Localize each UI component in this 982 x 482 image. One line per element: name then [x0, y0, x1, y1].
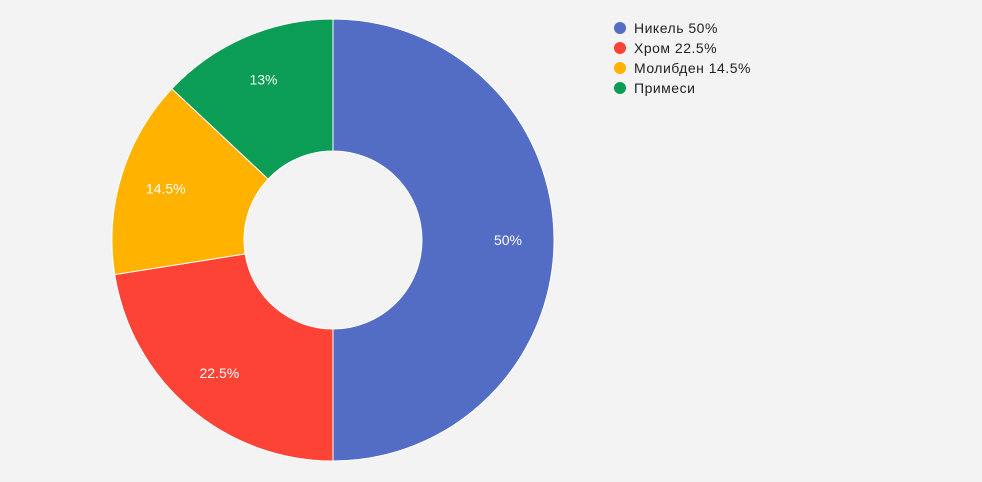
- donut-slice-4[interactable]: [171, 18, 334, 180]
- legend-swatch-icon: [614, 42, 626, 54]
- donut-slice-3[interactable]: [111, 88, 269, 276]
- legend-item-1[interactable]: Никель 50%: [614, 18, 751, 38]
- donut-slice-2[interactable]: [114, 253, 334, 462]
- slice-label-4: 13%: [249, 71, 277, 87]
- legend-swatch-icon: [614, 82, 626, 94]
- legend-label: Хром 22.5%: [634, 40, 718, 56]
- slice-label-3: 14.5%: [146, 181, 186, 197]
- legend-item-3[interactable]: Молибден 14.5%: [614, 58, 751, 78]
- legend-item-2[interactable]: Хром 22.5%: [614, 38, 751, 58]
- slices-group: [111, 18, 555, 462]
- donut-slice-1[interactable]: [332, 18, 555, 462]
- legend-swatch-icon: [614, 22, 626, 34]
- legend-label: Примеси: [634, 80, 696, 96]
- legend-label: Молибден 14.5%: [634, 60, 751, 76]
- legend-label: Никель 50%: [634, 20, 718, 36]
- legend-swatch-icon: [614, 62, 626, 74]
- slice-label-2: 22.5%: [199, 365, 239, 381]
- labels-group: 50% 22.5% 14.5% 13%: [146, 71, 522, 381]
- slice-label-1: 50%: [494, 232, 522, 248]
- legend-item-4[interactable]: Примеси: [614, 78, 751, 98]
- chart-legend: Никель 50% Хром 22.5% Молибден 14.5% Примес…: [614, 18, 751, 98]
